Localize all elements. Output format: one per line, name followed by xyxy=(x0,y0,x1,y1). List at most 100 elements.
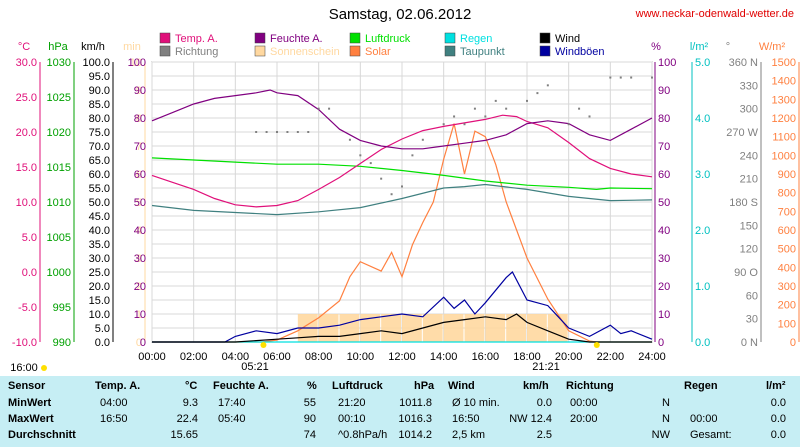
axis-solar-unit: W/m² xyxy=(759,41,786,53)
direction-point xyxy=(484,115,487,118)
series-taupunkt xyxy=(151,183,653,216)
axis-direction-tick: 0 N xyxy=(741,337,758,349)
axis-humidity-tick: 50 xyxy=(658,197,670,209)
axis-solar-tick: 1500 xyxy=(772,57,796,69)
sunshine-bar xyxy=(381,314,401,342)
table-cell-max-dir: N xyxy=(662,413,670,425)
axis-wind-tick: 25.0 xyxy=(89,267,110,279)
legend-swatch xyxy=(349,32,361,44)
axis-pressure-tick: 1000 xyxy=(47,267,71,279)
direction-point xyxy=(421,138,424,141)
legend-swatch xyxy=(254,32,266,44)
axis-direction-unit: ° xyxy=(726,41,730,53)
sunshine-bar xyxy=(402,314,422,342)
x-tick-label: 16:00 xyxy=(472,351,500,363)
axis-temp-tick: 25.0 xyxy=(16,92,37,104)
site-url[interactable]: www.neckar-odenwald-wetter.de xyxy=(635,8,794,20)
legend-swatch xyxy=(444,32,456,44)
axis-direction-tick: 180 S xyxy=(729,197,758,209)
legend-label: Temp. A. xyxy=(175,33,218,45)
axis-wind-tick: 45.0 xyxy=(89,211,110,223)
axis-humidity_left-tick: 100 xyxy=(128,57,146,69)
axis-wind-tick: 95.0 xyxy=(89,71,110,83)
x-tick-label: 00:00 xyxy=(138,351,166,363)
direction-point xyxy=(609,76,612,79)
table-cell-max-wind: NW 12.4 xyxy=(509,413,552,425)
axis-direction-tick: 30 xyxy=(746,314,758,326)
axis-wind-tick: 80.0 xyxy=(89,113,110,125)
legend-label: Richtung xyxy=(175,46,218,58)
series-feuchte-a- xyxy=(151,89,653,150)
axis-direction-tick: 90 O xyxy=(734,267,758,279)
axis-rain-tick: 2.0 xyxy=(695,225,710,237)
axis-sun-tick: 6 xyxy=(136,169,142,181)
axis-sun-unit: min xyxy=(123,41,141,53)
table-cell-avg-label: Durchschnitt xyxy=(8,429,76,441)
prev-sunset-label: 16:00 xyxy=(10,362,38,374)
axis-wind-tick: 5.0 xyxy=(95,323,110,335)
axis-rain-tick: 0.0 xyxy=(695,337,710,349)
legend-label: Feuchte A. xyxy=(270,33,323,45)
table-cell-max-hum-time: 05:40 xyxy=(218,413,246,425)
direction-point xyxy=(630,76,633,79)
axis-wind-tick: 60.0 xyxy=(89,169,110,181)
table-cell-max-press: 1016.3 xyxy=(398,413,432,425)
weather-chart: 30.025.020.015.010.05.00.0-5.0-10.0°C103… xyxy=(10,32,800,374)
direction-point xyxy=(369,162,372,165)
axis-rain-unit: l/m² xyxy=(690,41,709,53)
axis-solar-tick: 700 xyxy=(778,206,796,218)
hdr-press: Luftdruck xyxy=(332,380,383,392)
direction-point xyxy=(255,131,258,133)
summary-table: Sensor Temp. A. °C Feuchte A. % Luftdruc… xyxy=(0,376,800,447)
series-solar xyxy=(152,123,652,343)
direction-point xyxy=(619,76,622,79)
axis-direction-tick: 360 N xyxy=(729,57,758,69)
x-tick-label: 22:00 xyxy=(597,351,625,363)
axis-sun-tick: 1 xyxy=(136,309,142,321)
axis-humidity_left-tick: 90 xyxy=(134,85,146,97)
axis-temp-tick: 5.0 xyxy=(22,232,37,244)
legend-label: Luftdruck xyxy=(365,33,411,45)
axis-humidity-tick: 80 xyxy=(658,113,670,125)
axis-direction-tick: 60 xyxy=(746,290,758,302)
axis-wind-tick: 10.0 xyxy=(89,309,110,321)
legend-label: Solar xyxy=(365,46,391,58)
axis-sun-tick: 10 xyxy=(130,57,142,69)
axis-wind-tick: 90.0 xyxy=(89,85,110,97)
axis-sun-tick: 7 xyxy=(136,141,142,153)
direction-point xyxy=(401,185,403,188)
axis-wind-tick: 40.0 xyxy=(89,225,110,237)
series-windb-en xyxy=(152,271,653,343)
sunrise-label: 05:21 xyxy=(241,361,269,373)
hdr-dir: Richtung xyxy=(566,380,614,392)
direction-point xyxy=(442,123,445,126)
hdr-wind-unit: km/h xyxy=(523,380,549,392)
direction-point xyxy=(567,123,570,126)
axis-humidity_left-tick: 10 xyxy=(134,309,146,321)
axis-humidity_left-tick: 30 xyxy=(134,253,146,265)
direction-point xyxy=(546,84,549,87)
table-cell-avg-rain: 0.0 xyxy=(770,429,786,441)
x-tick-label: 14:00 xyxy=(430,351,458,363)
hdr-wind: Wind xyxy=(448,380,475,392)
axis-humidity-tick: 60 xyxy=(658,169,670,181)
direction-point xyxy=(317,107,320,110)
axis-sun-tick: 3 xyxy=(136,253,142,265)
table-cell-avg-wind: 2.5 xyxy=(536,429,552,441)
axis-humidity-tick: 40 xyxy=(658,225,670,237)
axis-direction-tick: 300 xyxy=(740,104,758,116)
sunshine-bar xyxy=(506,314,526,342)
axis-temp-unit: °C xyxy=(18,41,30,53)
direction-point xyxy=(588,115,591,118)
axis-humidity-tick: 90 xyxy=(658,85,670,97)
sunshine-bar xyxy=(339,314,360,342)
axis-pressure-tick: 990 xyxy=(53,337,71,349)
axis-direction-tick: 210 xyxy=(740,174,758,186)
direction-point xyxy=(578,107,581,110)
axis-solar-tick: 1300 xyxy=(772,94,796,106)
hdr-press-unit: hPa xyxy=(414,380,435,392)
axis-wind-tick: 35.0 xyxy=(89,239,110,251)
axis-wind-tick: 0.0 xyxy=(95,337,110,349)
legend-swatch xyxy=(159,45,171,57)
axis-wind-tick: 75.0 xyxy=(89,127,110,139)
